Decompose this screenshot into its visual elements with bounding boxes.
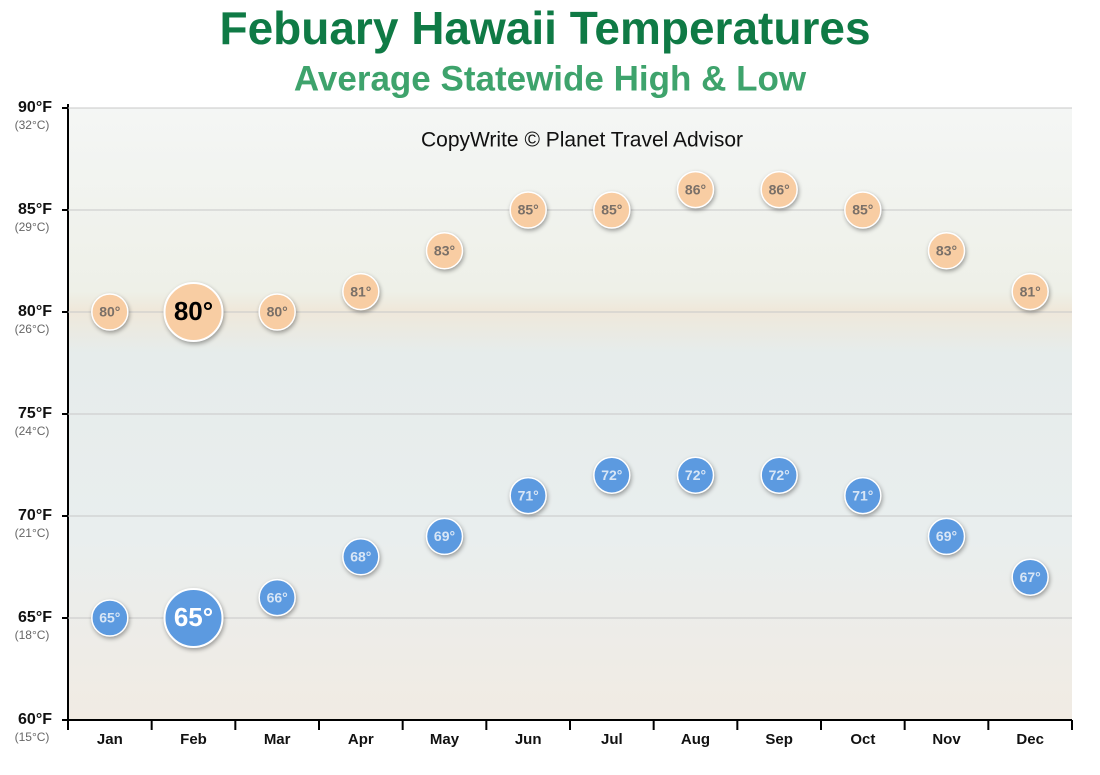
y-tick-label: 60°F (18, 711, 52, 728)
y-tick-sublabel: (15°C) (15, 730, 50, 744)
marker (927, 517, 966, 556)
marker (425, 232, 464, 270)
x-tick-label: Jan (97, 731, 123, 748)
marker (91, 293, 129, 331)
x-tick-label: Nov (932, 731, 961, 748)
value-label: 83° (936, 243, 957, 259)
highlight-marker (163, 282, 224, 342)
marker (342, 272, 380, 311)
marker (509, 191, 547, 229)
y-tick-label: 65°F (18, 609, 52, 626)
y-tick-label: 85°F (18, 201, 52, 218)
marker (425, 517, 464, 556)
value-label: 81° (1020, 283, 1041, 299)
marker (258, 293, 296, 331)
marker (927, 232, 966, 270)
y-tick-label: 90°F (18, 99, 52, 116)
value-label: 65° (174, 602, 213, 632)
marker (509, 476, 547, 515)
value-label: 67° (1020, 569, 1041, 585)
marker (258, 578, 296, 617)
marker (1011, 558, 1049, 596)
marker (844, 191, 882, 229)
marker (760, 170, 798, 209)
value-label: 71° (852, 487, 873, 503)
y-tick-sublabel: (21°C) (15, 526, 50, 540)
y-tick-sublabel: (24°C) (15, 424, 50, 438)
value-label: 85° (601, 202, 622, 218)
value-label: 80° (174, 296, 213, 326)
value-label: 69° (936, 528, 957, 544)
y-tick-sublabel: (26°C) (15, 322, 50, 336)
annotation: CopyWrite © Planet Travel Advisor (421, 129, 743, 152)
marker (91, 599, 129, 637)
value-label: 80° (99, 304, 120, 320)
marker (844, 476, 882, 515)
x-tick-label: Feb (180, 731, 207, 748)
y-tick-label: 70°F (18, 507, 52, 524)
x-tick-label: Mar (264, 731, 291, 748)
value-label: 69° (434, 528, 455, 544)
marker (676, 456, 715, 494)
x-tick-label: Aug (681, 731, 710, 748)
y-tick-sublabel: (18°C) (15, 628, 50, 642)
value-label: 71° (518, 487, 539, 503)
marker (342, 538, 380, 576)
value-label: 65° (99, 610, 120, 626)
value-label: 72° (769, 467, 790, 483)
y-tick-label: 75°F (18, 405, 52, 422)
x-tick-label: May (430, 731, 460, 748)
y-tick-sublabel: (32°C) (15, 118, 50, 132)
x-tick-label: Jul (601, 731, 623, 748)
highlight-marker (163, 588, 224, 648)
marker (760, 456, 798, 494)
value-label: 80° (267, 304, 288, 320)
value-label: 85° (518, 202, 539, 218)
value-label: 66° (267, 589, 288, 605)
marker (1011, 272, 1049, 311)
value-label: 85° (852, 202, 873, 218)
x-tick-label: Sep (765, 731, 793, 748)
value-label: 86° (685, 181, 706, 197)
value-label: 68° (350, 549, 371, 565)
x-tick-label: Jun (515, 731, 542, 748)
chart-title: Febuary Hawaii Temperatures (219, 2, 870, 54)
chart-subtitle: Average Statewide High & Low (294, 59, 807, 98)
x-tick-label: Oct (850, 731, 875, 748)
value-label: 83° (434, 243, 455, 259)
value-label: 72° (601, 467, 622, 483)
x-tick-label: Dec (1016, 731, 1044, 748)
marker (593, 456, 631, 494)
marker (676, 170, 715, 209)
marker (593, 191, 631, 229)
value-label: 81° (350, 283, 371, 299)
value-label: 72° (685, 467, 706, 483)
value-label: 86° (769, 181, 790, 197)
x-tick-label: Apr (348, 731, 374, 748)
y-tick-label: 80°F (18, 303, 52, 320)
y-tick-sublabel: (29°C) (15, 220, 50, 234)
